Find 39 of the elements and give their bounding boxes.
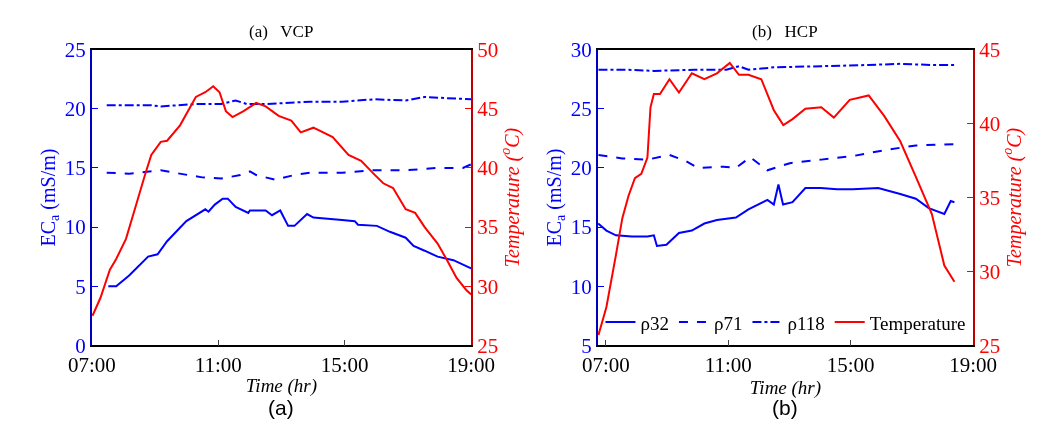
y2-tick-label: 50 [477,37,499,62]
line-series [105,163,472,181]
line-series [597,62,956,72]
y-tick-label: 20 [570,156,592,181]
y2-tick-label: 45 [477,97,499,122]
line-series [91,85,472,317]
legend-label: ρ118 [787,312,825,334]
x-axis-title: Time (hr) [749,377,822,400]
y2-tick-label: 30 [477,274,499,299]
y2-tick-label: 35 [477,215,499,240]
legend-label: Temperature [869,312,966,334]
line-series [105,95,472,108]
y-tick-label: 10 [64,215,86,240]
y2-tick-label: 40 [477,156,499,181]
line-series [597,183,956,247]
y-tick-label: 20 [64,97,86,122]
y-tick-label: 5 [75,274,86,299]
chart-title: (b) HCP [752,22,818,41]
x-tick-label: 15:00 [320,353,369,378]
y-tick-label: 10 [570,274,592,299]
x-tick-label: 11:00 [704,353,752,378]
legend-label: ρ71 [713,312,743,334]
y-tick-label: 15 [64,156,86,181]
line-series [597,143,956,172]
y2-tick-label: 30 [979,259,1001,284]
y2-tick-label: 40 [979,111,1001,136]
y-tick-label: 25 [64,37,86,62]
text: (a) [268,396,294,419]
x-tick-label: 15:00 [826,353,875,378]
chart-title: (a) VCP [249,22,314,41]
y2-tick-label: 45 [979,37,1001,62]
x-tick-label: 11:00 [194,353,242,378]
x-axis-title: Time (hr) [245,374,318,397]
y-tick-label: 25 [570,97,592,122]
legend-label: ρ32 [640,312,669,334]
y2-tick-label: 35 [979,185,1001,210]
y-tick-label: 30 [570,37,592,62]
y-tick-label: 15 [570,215,592,240]
line-series [107,197,472,288]
